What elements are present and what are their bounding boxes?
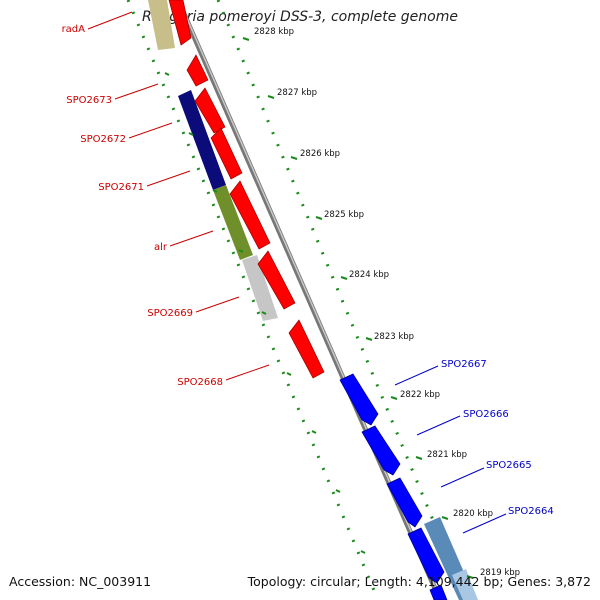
label-leader — [169, 230, 214, 247]
scale-tick-mark — [242, 37, 250, 41]
forward-strand-arrows — [339, 373, 478, 600]
scale-tick-mark — [390, 396, 398, 400]
scale-tick-mark — [466, 575, 474, 579]
label-leader — [416, 415, 461, 436]
gene-label-SPO2665[interactable]: SPO2665 — [486, 460, 532, 471]
reverse-gene-arrow[interactable] — [210, 127, 243, 180]
scale-tick-label: 2827 kbp — [277, 88, 317, 98]
forward-gene-arrow[interactable] — [407, 527, 445, 584]
reverse-gene-arrow[interactable] — [229, 180, 271, 250]
gene-label-SPO2667[interactable]: SPO2667 — [441, 359, 487, 370]
gene-label-SPO2672[interactable]: SPO2672 — [80, 134, 126, 145]
forward-gene-labels: SPO2667 SPO2666 SPO2665 SPO2664 — [394, 359, 554, 534]
scale-tick-mark — [415, 456, 423, 460]
radA-block[interactable] — [148, 0, 175, 50]
gene-label-SPO2669[interactable]: SPO2669 — [147, 308, 193, 319]
SPO2672-block[interactable] — [178, 90, 226, 190]
reverse-gene-arrow[interactable] — [288, 319, 325, 379]
label-leader — [87, 11, 133, 30]
scale-tick-label: 2825 kbp — [324, 210, 364, 220]
gene-label-SPO2668[interactable]: SPO2668 — [177, 377, 223, 388]
gene-label-SPO2666[interactable]: SPO2666 — [463, 409, 509, 420]
label-leader — [394, 365, 439, 386]
scale-ticks: 2828 kbp 2827 kbp 2826 kbp 2825 kbp 2824… — [242, 27, 520, 579]
scale-tick-label: 2822 kbp — [400, 390, 440, 400]
forward-gene-arrow[interactable] — [386, 477, 423, 528]
scale-tick-mark — [441, 516, 449, 520]
scale-tick-label: 2828 kbp — [254, 27, 294, 37]
SPO2664-block-light — [452, 569, 478, 600]
genome-summary-text: Topology: circular; Length: 4,109,442 bp… — [247, 574, 591, 589]
scale-tick-mark — [365, 337, 373, 341]
gene-label-alr[interactable]: alr — [154, 242, 168, 253]
forward-gene-arrow[interactable] — [429, 584, 448, 600]
reverse-strand-blocks — [148, 0, 278, 321]
scale-tick-label: 2819 kbp — [480, 568, 520, 578]
forward-gene-arrow[interactable] — [339, 373, 379, 426]
reverse-gene-arrow[interactable] — [168, 0, 192, 46]
gene-label-SPO2673[interactable]: SPO2673 — [66, 95, 112, 106]
gene-label-radA[interactable]: radA — [62, 24, 86, 35]
label-leader — [146, 170, 191, 187]
SPO2671-block[interactable] — [213, 185, 253, 260]
label-leader — [440, 467, 485, 488]
label-leader — [462, 513, 507, 534]
scale-tick-mark — [267, 95, 275, 99]
label-leader — [195, 296, 240, 313]
accession-text: Accession: NC_003911 — [9, 574, 152, 589]
scale-tick-label: 2821 kbp — [427, 450, 467, 460]
scale-tick-mark — [290, 156, 298, 160]
map-title: Ruegeria pomeroyi DSS-3, complete genome — [142, 9, 458, 25]
scale-tick-label: 2824 kbp — [349, 270, 389, 280]
inner-track-marks — [164, 72, 366, 554]
reverse-gene-arrow[interactable] — [186, 54, 209, 87]
forward-gene-arrow[interactable] — [361, 425, 401, 476]
reverse-gene-labels: radA SPO2673 SPO2672 SPO2671 alr SPO2669… — [62, 11, 270, 388]
gene-label-SPO2664[interactable]: SPO2664 — [508, 506, 554, 517]
gene-label-SPO2671[interactable]: SPO2671 — [98, 182, 144, 193]
outer-tick-track — [216, 0, 468, 600]
scale-tick-mark — [315, 216, 323, 220]
label-leader — [128, 122, 173, 139]
reverse-gene-arrow[interactable] — [257, 250, 296, 310]
reverse-gene-arrow[interactable] — [194, 87, 226, 134]
scale-tick-label: 2826 kbp — [300, 149, 340, 159]
scale-tick-mark — [340, 276, 348, 280]
scale-tick-label: 2823 kbp — [374, 332, 414, 342]
label-leader — [225, 364, 270, 381]
scale-tick-label: 2820 kbp — [453, 509, 493, 519]
reverse-strand-arrows — [168, 0, 325, 379]
inner-tick-track — [126, 0, 380, 600]
label-leader — [114, 83, 159, 100]
SPO2669-block[interactable] — [242, 255, 278, 321]
